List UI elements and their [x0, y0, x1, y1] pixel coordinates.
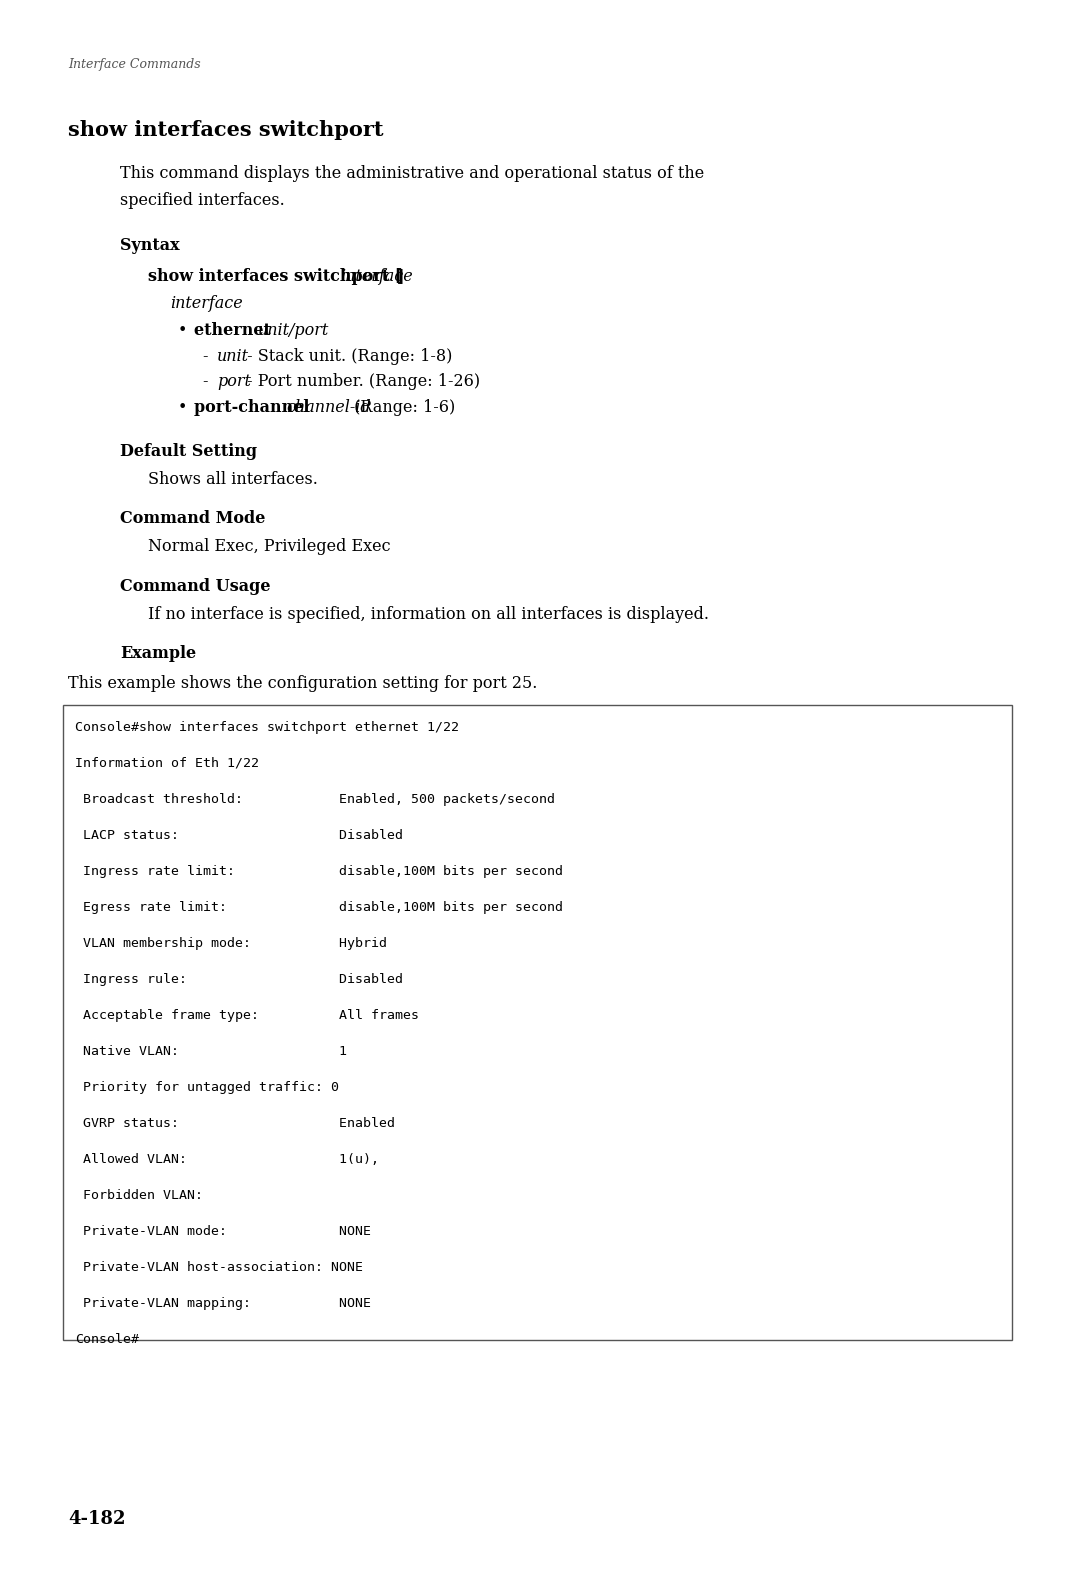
Text: Example: Example	[120, 645, 197, 663]
Text: Forbidden VLAN:: Forbidden VLAN:	[75, 1188, 203, 1203]
Text: port-channel: port-channel	[194, 399, 315, 416]
Text: 4-182: 4-182	[68, 1510, 125, 1528]
Text: Command Mode: Command Mode	[120, 510, 266, 528]
Text: Allowed VLAN:                   1(u),: Allowed VLAN: 1(u),	[75, 1152, 379, 1167]
Text: ]: ]	[396, 268, 404, 286]
Text: (Range: 1-6): (Range: 1-6)	[349, 399, 456, 416]
Text: Native VLAN:                    1: Native VLAN: 1	[75, 1046, 347, 1058]
Text: VLAN membership mode:           Hybrid: VLAN membership mode: Hybrid	[75, 937, 387, 950]
Text: interface: interface	[340, 268, 413, 286]
Text: ethernet: ethernet	[194, 322, 276, 339]
Text: •: •	[178, 399, 187, 416]
Text: •: •	[178, 322, 187, 339]
Text: GVRP status:                    Enabled: GVRP status: Enabled	[75, 1116, 395, 1130]
Text: Ingress rate limit:             disable,100M bits per second: Ingress rate limit: disable,100M bits pe…	[75, 865, 563, 878]
Text: Information of Eth 1/22: Information of Eth 1/22	[75, 757, 259, 769]
Text: Command Usage: Command Usage	[120, 578, 270, 595]
Text: If no interface is specified, information on all interfaces is displayed.: If no interface is specified, informatio…	[148, 606, 708, 623]
Text: -: -	[203, 349, 214, 364]
Text: Priority for untagged traffic: 0: Priority for untagged traffic: 0	[75, 1082, 339, 1094]
Text: Shows all interfaces.: Shows all interfaces.	[148, 471, 318, 488]
Text: Normal Exec, Privileged Exec: Normal Exec, Privileged Exec	[148, 539, 391, 556]
Text: Console#show interfaces switchport ethernet 1/22: Console#show interfaces switchport ether…	[75, 721, 459, 735]
Text: Egress rate limit:              disable,100M bits per second: Egress rate limit: disable,100M bits per…	[75, 901, 563, 914]
Text: Private-VLAN mapping:           NONE: Private-VLAN mapping: NONE	[75, 1297, 372, 1309]
Text: unit: unit	[217, 349, 249, 364]
Text: Console#: Console#	[75, 1333, 139, 1345]
Text: This example shows the configuration setting for port 25.: This example shows the configuration set…	[68, 675, 538, 692]
Text: Ingress rule:                   Disabled: Ingress rule: Disabled	[75, 973, 403, 986]
Text: specified interfaces.: specified interfaces.	[120, 192, 285, 209]
Text: interface: interface	[170, 295, 243, 312]
Text: Default Setting: Default Setting	[120, 443, 257, 460]
Text: This command displays the administrative and operational status of the: This command displays the administrative…	[120, 165, 704, 182]
Text: Broadcast threshold:            Enabled, 500 packets/second: Broadcast threshold: Enabled, 500 packet…	[75, 793, 555, 805]
Text: LACP status:                    Disabled: LACP status: Disabled	[75, 829, 403, 842]
Text: Syntax: Syntax	[120, 237, 179, 254]
Text: show interfaces switchport: show interfaces switchport	[68, 119, 383, 140]
Text: - Stack unit. (Range: 1-8): - Stack unit. (Range: 1-8)	[242, 349, 453, 364]
Text: unit/port: unit/port	[258, 322, 329, 339]
Text: show interfaces switchport [: show interfaces switchport [	[148, 268, 402, 286]
Text: - Port number. (Range: 1-26): - Port number. (Range: 1-26)	[242, 374, 481, 389]
Text: Private-VLAN host-association: NONE: Private-VLAN host-association: NONE	[75, 1261, 363, 1273]
Text: channel-id: channel-id	[286, 399, 370, 416]
Text: Private-VLAN mode:              NONE: Private-VLAN mode: NONE	[75, 1225, 372, 1239]
Text: -: -	[203, 374, 214, 389]
Text: port: port	[217, 374, 251, 389]
Bar	[63, 705, 1012, 1341]
Text: Interface Commands: Interface Commands	[68, 58, 201, 71]
Text: Acceptable frame type:          All frames: Acceptable frame type: All frames	[75, 1010, 419, 1022]
